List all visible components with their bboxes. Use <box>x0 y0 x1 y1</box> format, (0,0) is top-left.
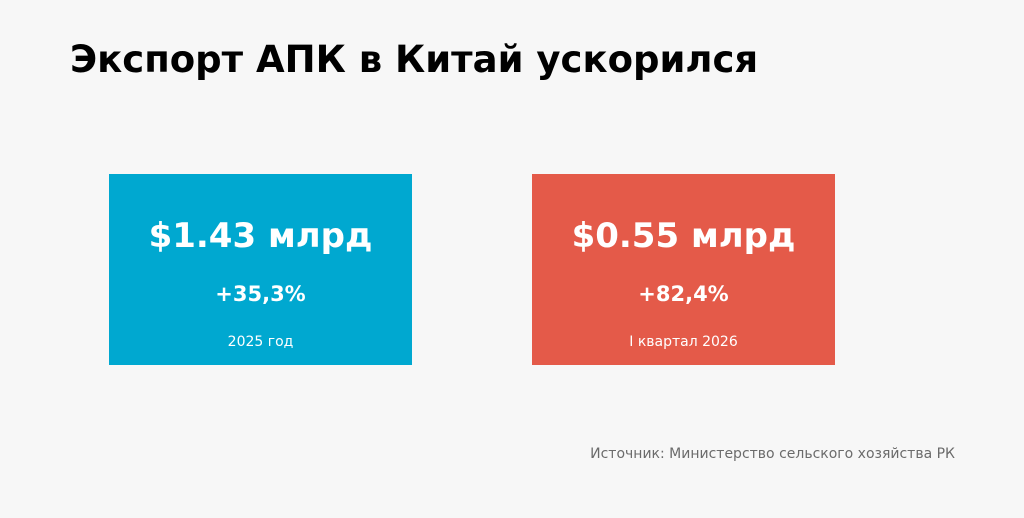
stat-value: $0.55 млрд <box>571 216 796 256</box>
stat-card-q1-2026: $0.55 млрд +82,4% I квартал 2026 <box>532 174 835 365</box>
source-note: Источник: Министерство сельского хозяйст… <box>590 446 955 462</box>
page-title: Экспорт АПК в Китай ускорился <box>70 38 759 81</box>
stat-change: +82,4% <box>638 282 729 306</box>
stat-change: +35,3% <box>215 282 306 306</box>
stat-period: I квартал 2026 <box>629 334 738 350</box>
stat-period: 2025 год <box>227 334 294 350</box>
stat-card-2025: $1.43 млрд +35,3% 2025 год <box>109 174 412 365</box>
stat-value: $1.43 млрд <box>148 216 373 256</box>
